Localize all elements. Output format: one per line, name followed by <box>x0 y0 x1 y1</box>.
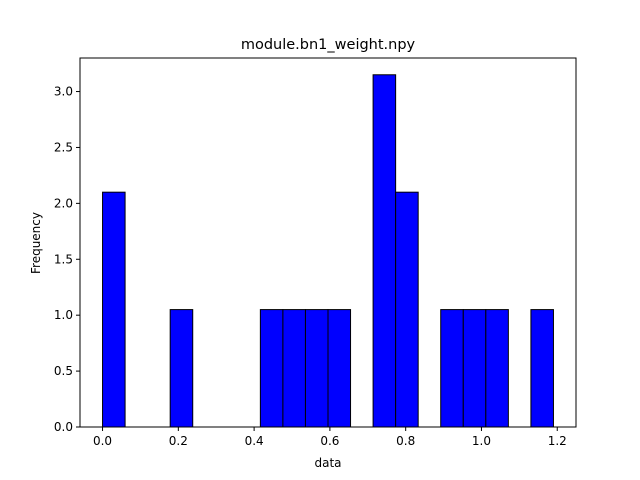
x-tick-label: 0.8 <box>396 434 415 448</box>
histogram-bar <box>395 191 419 428</box>
histogram-bar <box>462 309 487 428</box>
y-tick-label: 1.0 <box>54 308 73 322</box>
bars-group <box>102 74 554 428</box>
x-tick-label: 1.0 <box>472 434 491 448</box>
histogram-bar <box>259 309 284 428</box>
histogram-bar <box>372 74 397 428</box>
x-axis-label: data <box>314 456 341 470</box>
histogram-bar <box>485 309 509 428</box>
y-tick-label: 2.5 <box>54 140 73 154</box>
histogram-bar <box>102 191 126 428</box>
y-axis-label: Frequency <box>29 212 43 274</box>
x-tick-label: 0.2 <box>169 434 188 448</box>
y-tick-label: 0.0 <box>54 420 73 434</box>
histogram-bar <box>282 309 306 428</box>
y-tick-label: 3.0 <box>54 85 73 99</box>
histogram-bar <box>440 309 464 428</box>
chart-title: module.bn1_weight.npy <box>241 37 416 53</box>
y-tick-label: 1.5 <box>54 252 73 266</box>
histogram-bar <box>327 309 352 428</box>
histogram-bar <box>304 309 329 428</box>
x-axis-ticks: 0.0 0.2 0.4 0.6 0.8 1.0 1.2 <box>93 427 567 448</box>
y-axis-ticks: 0.0 0.5 1.0 1.5 2.0 2.5 3.0 <box>54 85 80 434</box>
y-tick-label: 0.5 <box>54 364 73 378</box>
x-tick-label: 0.4 <box>245 434 264 448</box>
x-tick-label: 0.0 <box>93 434 112 448</box>
y-tick-label: 2.0 <box>54 196 73 210</box>
histogram-bar <box>169 309 194 428</box>
plot-frame <box>79 57 577 428</box>
x-tick-label: 1.2 <box>548 434 567 448</box>
x-tick-label: 0.6 <box>320 434 339 448</box>
histogram-bar <box>530 309 554 428</box>
